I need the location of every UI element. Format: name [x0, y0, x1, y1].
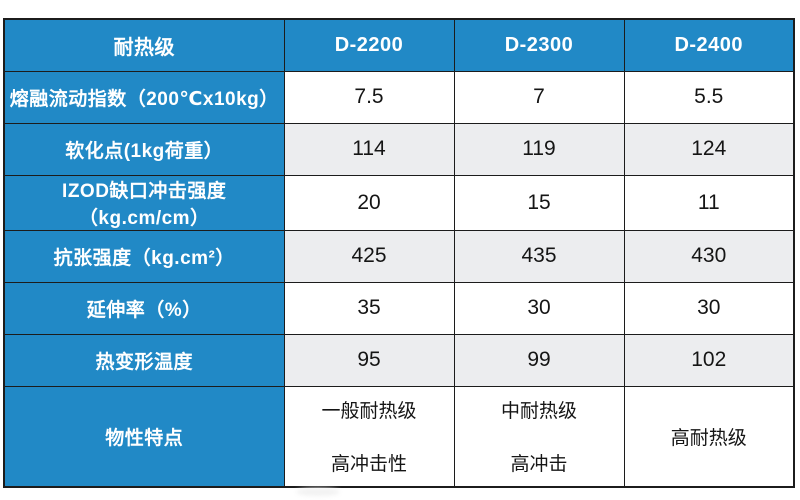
- feature-line: 一般耐热级: [321, 401, 417, 423]
- cell-melt-flow-d2400: 5.5: [623, 70, 795, 124]
- feature-line: 高耐热级: [670, 427, 747, 449]
- cell-elongation-d2200: 35: [283, 281, 455, 335]
- cell-melt-flow-d2200: 7.5: [283, 70, 455, 124]
- watermark-smudge: [296, 488, 340, 496]
- column-header-d2300: D-2300: [453, 18, 625, 72]
- cell-elongation-d2300: 30: [453, 281, 625, 335]
- row-label-melt-flow-index: 熔融流动指数（200℃x10kg）: [3, 70, 285, 124]
- column-header-d2200: D-2200: [283, 18, 455, 72]
- cell-tensile-d2300: 435: [453, 229, 625, 283]
- table-row-heat-deflection: 热变形温度 95 99 102: [3, 333, 795, 387]
- cell-features-d2200: 一般耐热级 高冲击性: [283, 385, 455, 488]
- row-label-izod-impact: IZOD缺口冲击强度（kg.cm/cm）: [3, 174, 285, 231]
- table-row-elongation: 延伸率（%） 35 30 30: [3, 281, 795, 335]
- spec-table: 耐热级 D-2200 D-2300 D-2400 熔融流动指数（200℃x10k…: [3, 18, 795, 488]
- cell-features-d2300: 中耐热级 高冲击: [453, 385, 625, 488]
- cell-features-d2400: 高耐热级: [623, 385, 795, 488]
- row-label-heat-deflection: 热变形温度: [3, 333, 285, 387]
- cell-heat-deflection-d2300: 99: [453, 333, 625, 387]
- row-label-tensile-strength: 抗张强度（kg.cm²）: [3, 229, 285, 283]
- row-label-property-features: 物性特点: [3, 385, 285, 488]
- feature-line: 高冲击: [510, 454, 568, 476]
- row-label-softening-point: 软化点(1kg荷重）: [3, 122, 285, 176]
- cell-tensile-d2200: 425: [283, 229, 455, 283]
- table-row-property-features: 物性特点 一般耐热级 高冲击性 中耐热级 高冲击 高耐热级: [3, 385, 795, 488]
- cell-heat-deflection-d2400: 102: [623, 333, 795, 387]
- cell-izod-d2400: 11: [623, 174, 795, 231]
- table-row-izod-impact: IZOD缺口冲击强度（kg.cm/cm） 20 15 11: [3, 174, 795, 231]
- feature-line: 高冲击性: [330, 454, 407, 476]
- table-header-row: 耐热级 D-2200 D-2300 D-2400: [3, 18, 795, 72]
- cell-softening-d2400: 124: [623, 122, 795, 176]
- cell-softening-d2200: 114: [283, 122, 455, 176]
- cell-tensile-d2400: 430: [623, 229, 795, 283]
- table-row-softening-point: 软化点(1kg荷重） 114 119 124: [3, 122, 795, 176]
- column-header-heat-grade: 耐热级: [3, 18, 285, 72]
- cell-softening-d2300: 119: [453, 122, 625, 176]
- column-header-d2400: D-2400: [623, 18, 795, 72]
- cell-heat-deflection-d2200: 95: [283, 333, 455, 387]
- cell-elongation-d2400: 30: [623, 281, 795, 335]
- table-row-tensile-strength: 抗张强度（kg.cm²） 425 435 430: [3, 229, 795, 283]
- table-row-melt-flow-index: 熔融流动指数（200℃x10kg） 7.5 7 5.5: [3, 70, 795, 124]
- cell-izod-d2300: 15: [453, 174, 625, 231]
- cell-izod-d2200: 20: [283, 174, 455, 231]
- feature-line: 中耐热级: [500, 401, 577, 423]
- row-label-elongation: 延伸率（%）: [3, 281, 285, 335]
- cell-melt-flow-d2300: 7: [453, 70, 625, 124]
